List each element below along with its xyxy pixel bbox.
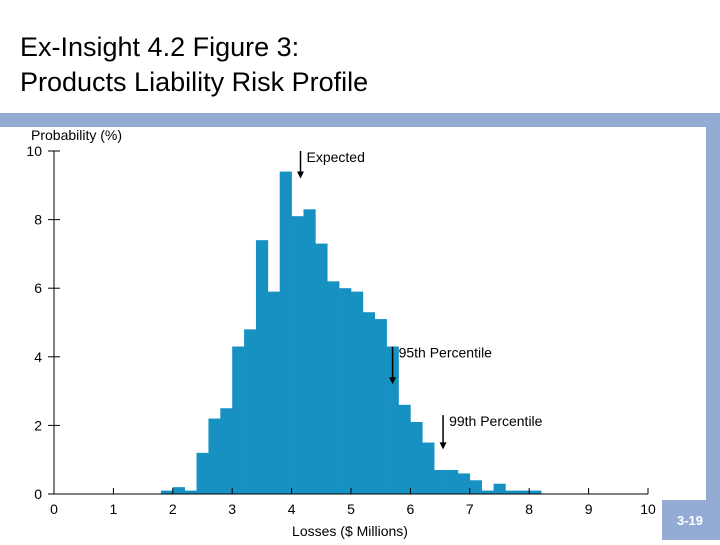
histogram-bar-21	[410, 421, 423, 494]
x-tick-label-3: 3	[228, 501, 236, 517]
bars-layer	[160, 171, 542, 495]
histogram-bar-25	[457, 473, 471, 494]
histogram-bar-9	[267, 291, 281, 494]
histogram-bar-1	[172, 487, 185, 494]
title-line-1: Ex-Insight 4.2 Figure 3:	[20, 32, 300, 62]
x-tick-label-9: 9	[585, 501, 593, 517]
histogram-bar-24	[446, 469, 459, 494]
annotation-arrow-head-2	[439, 442, 447, 450]
histogram-bar-29	[505, 490, 518, 494]
histogram-bar-12	[303, 209, 316, 494]
histogram-chart: 0 2 4 6 8 10 0 1 2 3 4 5 6 7 8 9 10 Expected 95th Percent…	[26, 127, 656, 539]
x-axis-label: Losses ($ Millions)	[292, 523, 408, 539]
y-tick-label-0: 0	[34, 486, 42, 502]
x-tick-label-7: 7	[466, 501, 474, 517]
histogram-bar-11	[291, 216, 304, 495]
decorative-band-top	[0, 113, 720, 127]
histogram-bar-6	[232, 346, 245, 494]
histogram-bar-13	[315, 243, 328, 494]
x-tick-label-5: 5	[347, 501, 355, 517]
histogram-bar-8	[255, 240, 269, 494]
x-tick-label-6: 6	[407, 501, 415, 517]
y-tick-label-5: 10	[26, 143, 42, 159]
histogram-bar-2	[184, 490, 197, 494]
histogram-bar-27	[481, 490, 494, 494]
x-tick-label-2: 2	[169, 501, 177, 517]
histogram-bar-10	[279, 171, 292, 494]
histogram-bar-3	[196, 452, 209, 494]
histogram-bar-17	[362, 312, 376, 494]
y-axis-label: Probability (%)	[31, 127, 122, 143]
histogram-bar-20	[398, 404, 411, 494]
slide-number: 3-19	[662, 500, 718, 540]
histogram-bar-31	[529, 490, 542, 494]
x-tick-label-1: 1	[110, 501, 118, 517]
histogram-bar-4	[208, 418, 221, 494]
histogram-bar-15	[339, 288, 352, 494]
decorative-band-right	[706, 113, 720, 540]
title-line-2: Products Liability Risk Profile	[20, 67, 369, 97]
x-tick-label-4: 4	[288, 501, 296, 517]
histogram-bar-22	[422, 442, 435, 494]
y-tick-label-3: 6	[34, 280, 42, 296]
y-tick-label-4: 8	[34, 212, 42, 228]
annotation-label-2: 99th Percentile	[449, 413, 543, 429]
annotation-arrow-head-0	[297, 171, 305, 179]
histogram-bar-7	[244, 329, 257, 494]
histogram-bar-30	[517, 490, 530, 494]
annotation-label-0: Expected	[307, 149, 365, 165]
x-tick-label-10: 10	[640, 501, 656, 517]
annotations-layer: Expected 95th Percentile 99th Percentile	[297, 149, 543, 450]
chart-panel: 0 2 4 6 8 10 0 1 2 3 4 5 6 7 8 9 10 Expected 95th Percent…	[14, 127, 706, 540]
histogram-bar-14	[327, 281, 340, 494]
histogram-bar-5	[220, 408, 233, 494]
annotation-label-1: 95th Percentile	[399, 345, 493, 361]
histogram-bar-28	[493, 483, 506, 494]
histogram-bar-18	[374, 319, 387, 494]
annotation-arrow-head-1	[389, 377, 397, 385]
y-tick-label-2: 4	[34, 349, 42, 365]
histogram-bar-19	[386, 346, 399, 494]
histogram-bar-0	[160, 490, 174, 494]
x-tick-label-0: 0	[50, 501, 58, 517]
ticks-layer: 0 2 4 6 8 10 0 1 2 3 4 5 6 7 8 9 10	[26, 143, 656, 517]
x-tick-label-8: 8	[525, 501, 533, 517]
slide-title: Ex-Insight 4.2 Figure 3: Products Liabil…	[20, 30, 680, 100]
histogram-bar-23	[434, 469, 447, 494]
histogram-bar-26	[469, 480, 482, 494]
histogram-bar-16	[351, 291, 364, 494]
y-tick-label-1: 2	[34, 417, 42, 433]
